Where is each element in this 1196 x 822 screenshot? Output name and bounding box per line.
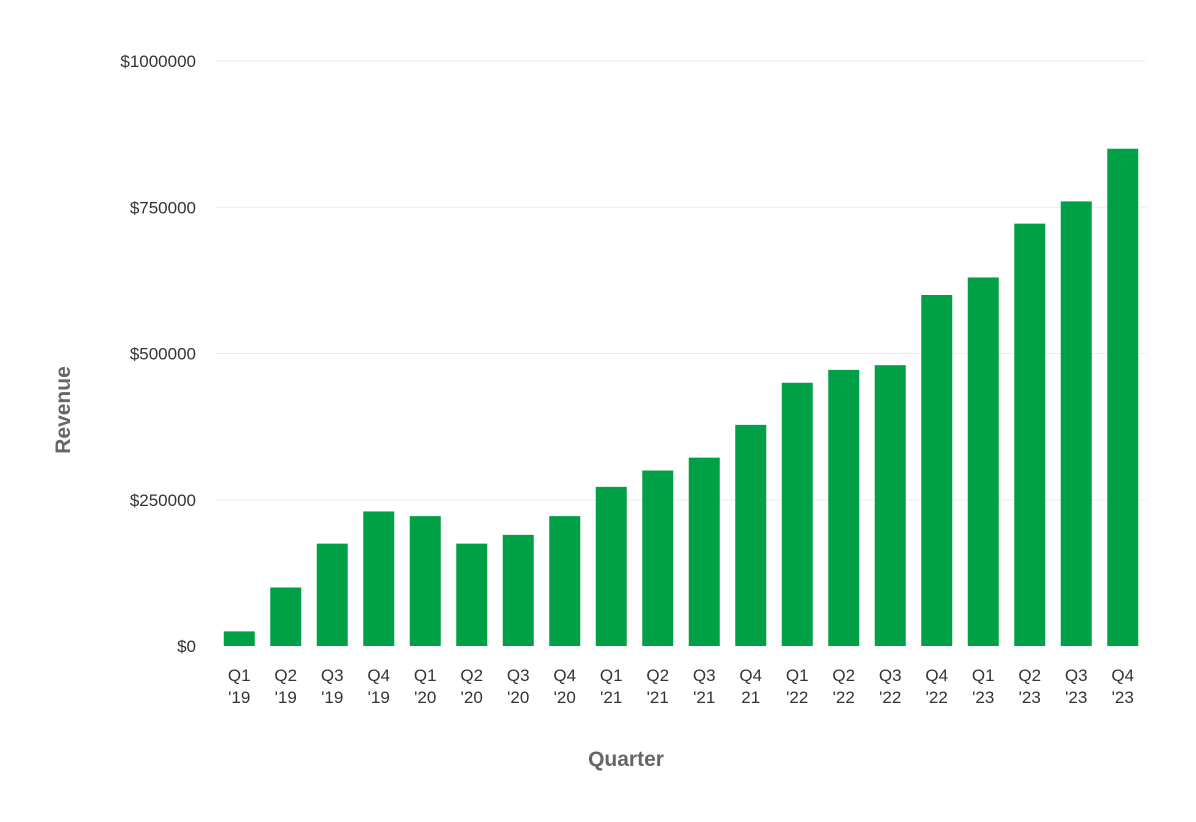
x-tick-quarter: Q3 bbox=[879, 666, 902, 685]
bars bbox=[223, 148, 1139, 646]
x-tick-label: Q2'22 bbox=[832, 666, 855, 707]
x-tick-year: '22 bbox=[879, 688, 901, 707]
bar bbox=[828, 369, 860, 646]
x-tick-label: Q3'22 bbox=[879, 666, 902, 707]
x-tick-label: Q2'20 bbox=[460, 666, 483, 707]
bar bbox=[363, 511, 395, 646]
x-tick-quarter: Q4 bbox=[367, 666, 390, 685]
bar bbox=[967, 277, 999, 646]
bar bbox=[874, 365, 906, 646]
x-tick-year: '19 bbox=[228, 688, 250, 707]
x-tick-quarter: Q1 bbox=[228, 666, 251, 685]
y-axis-ticks: $0 $250000 $500000 $750000 $1000000 bbox=[120, 52, 196, 656]
x-tick-quarter: Q2 bbox=[832, 666, 855, 685]
x-tick-year: '21 bbox=[647, 688, 669, 707]
x-tick-quarter: Q3 bbox=[1065, 666, 1088, 685]
x-tick-quarter: Q3 bbox=[507, 666, 530, 685]
x-tick-label: Q3'21 bbox=[693, 666, 716, 707]
x-tick-year: '23 bbox=[1019, 688, 1041, 707]
x-tick-label: Q2'23 bbox=[1018, 666, 1041, 707]
x-tick-quarter: Q4 bbox=[739, 666, 762, 685]
y-axis-title: Revenue bbox=[52, 366, 75, 454]
x-tick-year: '23 bbox=[1065, 688, 1087, 707]
x-tick-year: 21 bbox=[741, 688, 760, 707]
bar bbox=[270, 587, 302, 646]
x-tick-label: Q1'19 bbox=[228, 666, 251, 707]
bar bbox=[223, 631, 255, 646]
x-tick-label: Q2'21 bbox=[646, 666, 669, 707]
bar bbox=[595, 486, 627, 646]
x-tick-label: Q3'23 bbox=[1065, 666, 1088, 707]
x-tick-year: '20 bbox=[414, 688, 436, 707]
bar bbox=[1107, 148, 1139, 646]
y-tick-label: $750000 bbox=[130, 198, 196, 217]
x-tick-quarter: Q2 bbox=[460, 666, 483, 685]
y-tick-label: $1000000 bbox=[120, 52, 196, 71]
bar bbox=[1060, 201, 1092, 646]
x-tick-year: '20 bbox=[554, 688, 576, 707]
x-tick-label: Q4'19 bbox=[367, 666, 390, 707]
bar bbox=[409, 516, 441, 646]
x-axis-ticks: Q1'19Q2'19Q3'19Q4'19Q1'20Q2'20Q3'20Q4'20… bbox=[228, 666, 1134, 707]
x-tick-quarter: Q1 bbox=[414, 666, 437, 685]
bar bbox=[921, 295, 953, 646]
x-tick-label: Q3'19 bbox=[321, 666, 344, 707]
x-tick-year: '19 bbox=[368, 688, 390, 707]
x-tick-label: Q1'20 bbox=[414, 666, 437, 707]
x-tick-label: Q4'23 bbox=[1111, 666, 1134, 707]
bar bbox=[316, 543, 348, 646]
x-axis-title: Quarter bbox=[588, 748, 664, 771]
x-tick-year: '22 bbox=[926, 688, 948, 707]
x-tick-quarter: Q4 bbox=[553, 666, 576, 685]
x-tick-quarter: Q3 bbox=[693, 666, 716, 685]
x-tick-quarter: Q2 bbox=[274, 666, 297, 685]
x-tick-quarter: Q2 bbox=[646, 666, 669, 685]
x-tick-label: Q1'21 bbox=[600, 666, 623, 707]
x-tick-year: '20 bbox=[461, 688, 483, 707]
x-tick-quarter: Q3 bbox=[321, 666, 344, 685]
gridlines bbox=[216, 60, 1146, 501]
x-tick-year: '19 bbox=[321, 688, 343, 707]
x-tick-quarter: Q2 bbox=[1018, 666, 1041, 685]
y-tick-label: $0 bbox=[177, 637, 196, 656]
x-tick-quarter: Q1 bbox=[786, 666, 809, 685]
x-tick-label: Q3'20 bbox=[507, 666, 530, 707]
x-tick-year: '21 bbox=[693, 688, 715, 707]
x-tick-year: '20 bbox=[507, 688, 529, 707]
x-tick-year: '21 bbox=[600, 688, 622, 707]
bar bbox=[642, 470, 674, 646]
bar bbox=[781, 382, 813, 646]
bar bbox=[549, 516, 581, 646]
x-tick-year: '22 bbox=[786, 688, 808, 707]
x-tick-year: '23 bbox=[972, 688, 994, 707]
x-tick-quarter: Q4 bbox=[925, 666, 948, 685]
x-tick-label: Q4 21 bbox=[739, 666, 762, 707]
y-tick-label: $250000 bbox=[130, 491, 196, 510]
bar bbox=[735, 424, 767, 646]
x-tick-year: '22 bbox=[833, 688, 855, 707]
x-tick-label: Q2'19 bbox=[274, 666, 297, 707]
x-tick-label: Q1'23 bbox=[972, 666, 995, 707]
bar bbox=[456, 543, 488, 646]
x-tick-quarter: Q1 bbox=[972, 666, 995, 685]
x-tick-year: '19 bbox=[275, 688, 297, 707]
x-tick-label: Q4'20 bbox=[553, 666, 576, 707]
x-tick-quarter: Q1 bbox=[600, 666, 623, 685]
y-tick-label: $500000 bbox=[130, 345, 196, 364]
bar bbox=[1014, 223, 1046, 646]
bar bbox=[688, 457, 720, 646]
bar bbox=[502, 534, 534, 646]
x-tick-quarter: Q4 bbox=[1111, 666, 1134, 685]
x-tick-label: Q4'22 bbox=[925, 666, 948, 707]
x-tick-label: Q1'22 bbox=[786, 666, 809, 707]
x-tick-year: '23 bbox=[1112, 688, 1134, 707]
